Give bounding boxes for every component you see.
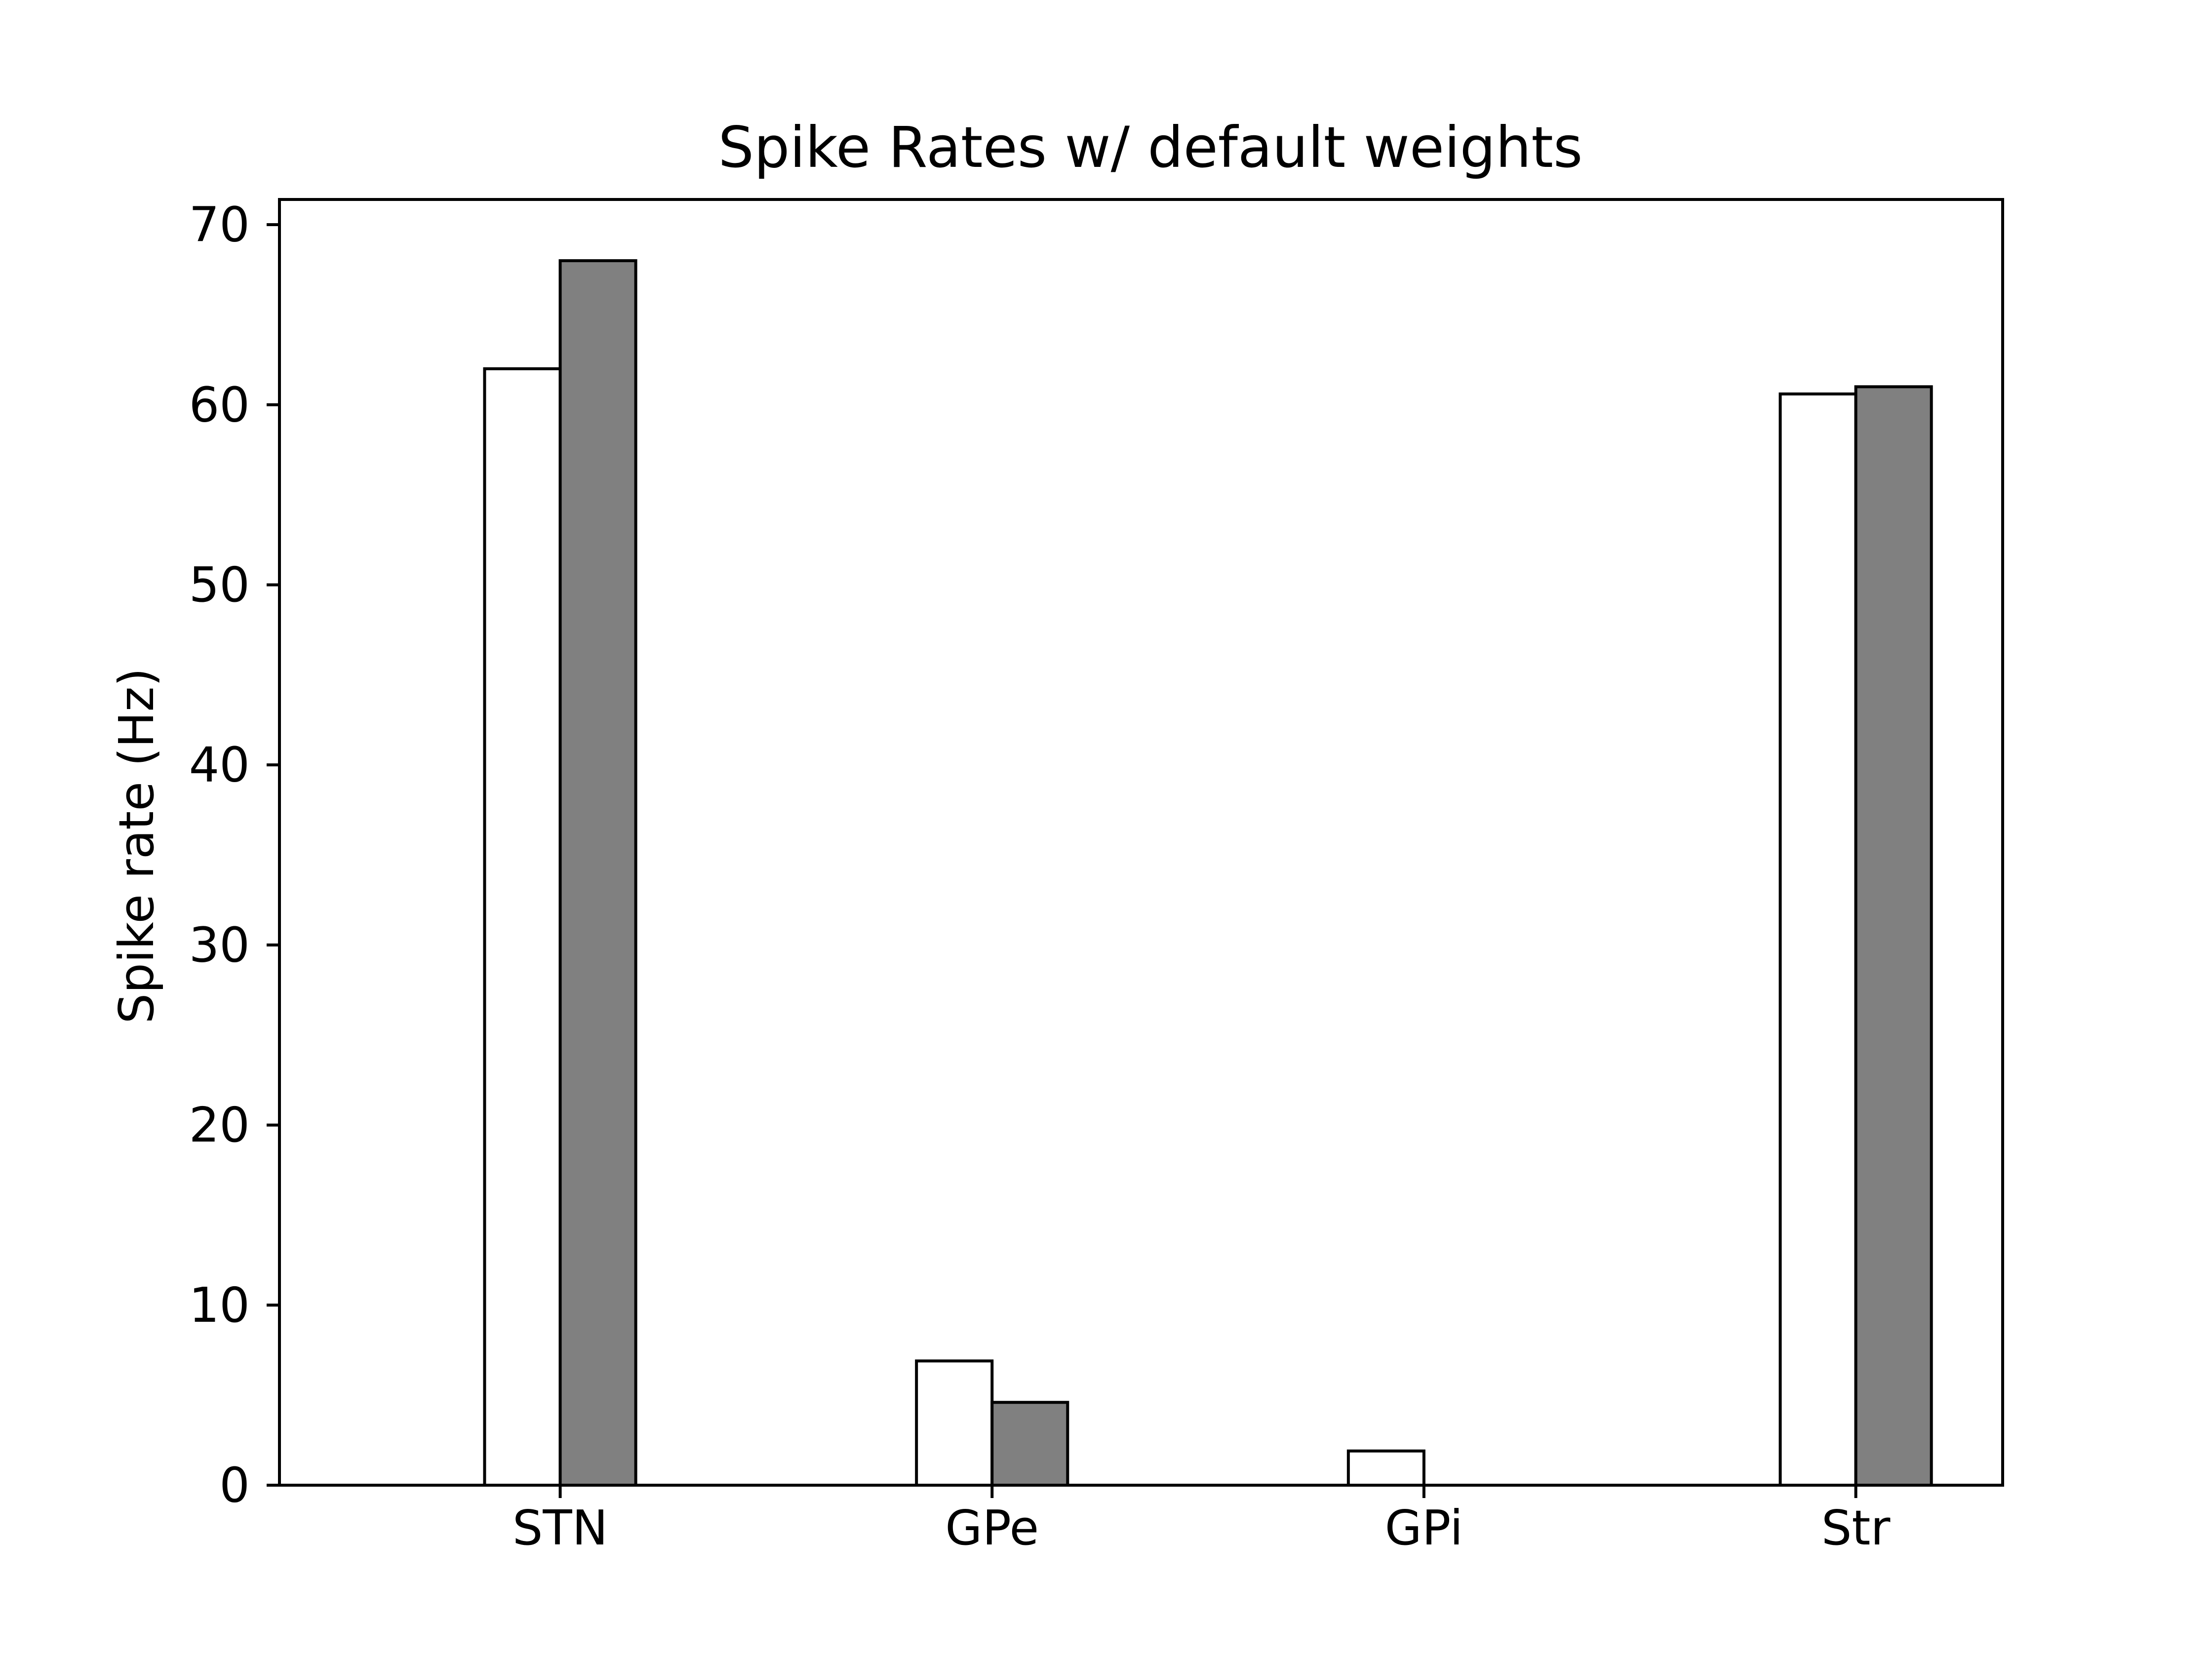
x-tick-label: Str [1821, 1500, 1891, 1556]
y-tick-label: 70 [189, 197, 250, 253]
chart-title: Spike Rates w/ default weights [718, 115, 1583, 180]
y-tick-label: 30 [189, 917, 250, 973]
y-tick-label: 0 [219, 1458, 250, 1513]
bars-group [483, 259, 1933, 1487]
x-axis-ticks: STN GPe GPi Str [513, 1485, 1891, 1556]
y-tick-label: 60 [189, 377, 250, 433]
y-tick-label: 50 [189, 557, 250, 613]
bar-series1-str [1778, 392, 1857, 1487]
bar-series2-str [1854, 385, 1933, 1487]
plot-area-frame [278, 198, 2004, 1487]
bar-series2-gpe [990, 1401, 1069, 1487]
y-axis-ticks: 0 10 20 30 40 50 60 70 [189, 197, 279, 1513]
x-tick-label: STN [513, 1500, 608, 1556]
bar-series1-gpe [915, 1359, 994, 1487]
y-tick-label: 10 [189, 1277, 250, 1333]
x-tick-label: GPi [1385, 1500, 1463, 1556]
bar-series1-stn [483, 367, 562, 1487]
bar-series2-stn [558, 259, 637, 1487]
y-tick-label: 40 [189, 737, 250, 793]
y-axis-label: Spike rate (Hz) [109, 668, 164, 1024]
bar-series1-gpi [1346, 1449, 1425, 1487]
y-tick-label: 20 [189, 1097, 250, 1153]
x-tick-label: GPe [945, 1500, 1039, 1556]
